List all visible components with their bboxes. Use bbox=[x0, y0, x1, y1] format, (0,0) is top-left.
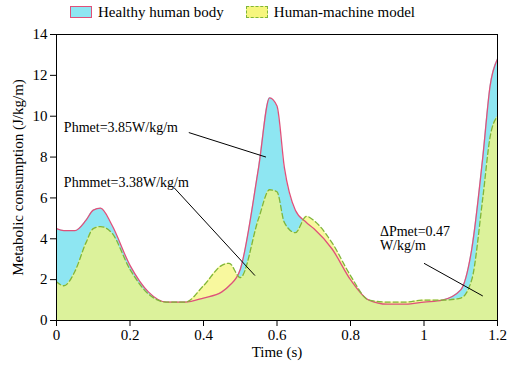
svg-text:10: 10 bbox=[33, 108, 48, 124]
svg-text:Phmmet=3.38W/kg/m: Phmmet=3.38W/kg/m bbox=[64, 175, 189, 190]
svg-text:8: 8 bbox=[40, 149, 48, 165]
svg-text:Metabolic consumption (J/kg/m): Metabolic consumption (J/kg/m) bbox=[10, 79, 27, 276]
svg-text:1: 1 bbox=[420, 327, 428, 343]
html-text:Healthy human body: Healthy human body bbox=[98, 3, 224, 20]
svg-text:0: 0 bbox=[53, 327, 61, 343]
svg-text:0.6: 0.6 bbox=[268, 327, 287, 343]
svg-text:ΔPmet=0.47W/kg/m: ΔPmet=0.47W/kg/m bbox=[380, 224, 450, 253]
svg-text:Time (s): Time (s) bbox=[252, 344, 303, 361]
svg-text:4: 4 bbox=[40, 231, 48, 247]
svg-text:14: 14 bbox=[33, 26, 49, 42]
svg-text:6: 6 bbox=[40, 190, 48, 206]
svg-text:0: 0 bbox=[40, 312, 48, 328]
svg-text:12: 12 bbox=[33, 67, 48, 83]
svg-text:0.4: 0.4 bbox=[194, 327, 213, 343]
svg-text:Phmet=3.85W/kg/m: Phmet=3.85W/kg/m bbox=[64, 120, 178, 135]
svg-text:1.2: 1.2 bbox=[488, 327, 507, 343]
html-text:Human-machine model: Human-machine model bbox=[273, 3, 415, 20]
svg-text:2: 2 bbox=[40, 271, 48, 287]
svg-text:0.2: 0.2 bbox=[121, 327, 140, 343]
svg-text:0.8: 0.8 bbox=[341, 327, 360, 343]
